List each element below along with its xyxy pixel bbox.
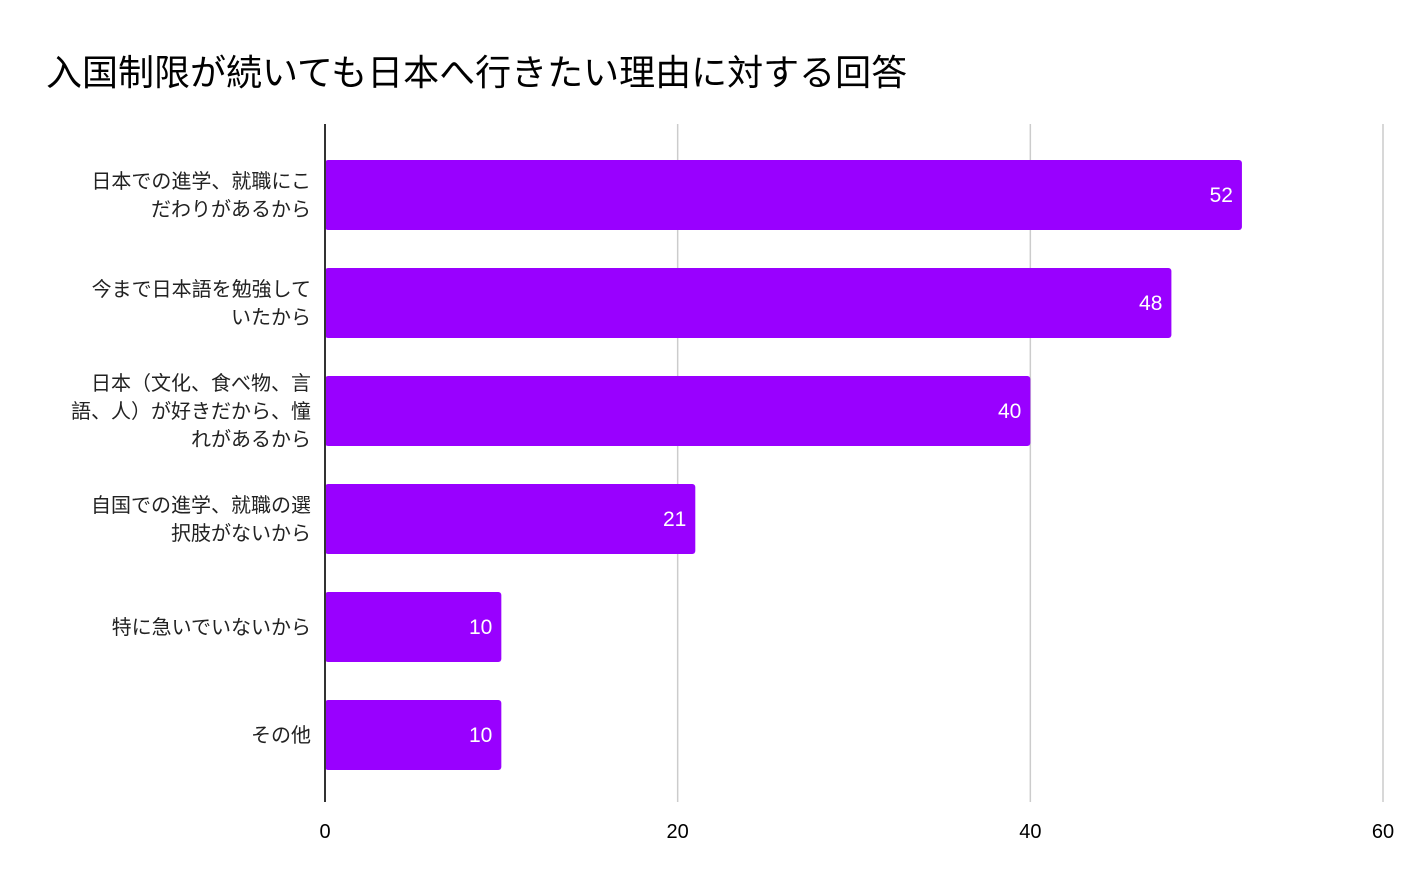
- x-tick-labels: 0 20 40 60: [319, 821, 1394, 843]
- data-label-4: 10: [469, 616, 492, 639]
- category-labels: 日本での進学、就職にこだわりがあるから今まで日本語を勉強していたから日本（文化、…: [71, 169, 311, 747]
- category-label-2: 日本（文化、食べ物、言語、人）が好きだから、憧れがあるから: [71, 371, 311, 451]
- bar-3: [325, 484, 696, 554]
- bar-2: [325, 376, 1031, 446]
- data-label-1: 48: [1139, 292, 1162, 315]
- bar-0: [325, 160, 1242, 230]
- category-label-1: 今まで日本語を勉強していたから: [92, 277, 311, 329]
- x-tick-label-2: 40: [1019, 821, 1041, 843]
- x-tick-label-3: 60: [1372, 821, 1394, 843]
- bar-1: [325, 268, 1172, 338]
- category-label-0: 日本での進学、就職にこだわりがあるから: [91, 169, 311, 221]
- bar-5: [325, 700, 502, 770]
- data-label-3: 21: [663, 508, 686, 531]
- chart-title: 入国制限が続いても日本へ行きたい理由に対する回答: [46, 53, 908, 94]
- bar-4: [325, 592, 502, 662]
- data-label-2: 40: [998, 400, 1021, 423]
- x-tick-label-0: 0: [319, 821, 330, 843]
- bars: [325, 160, 1242, 770]
- category-label-3: 自国での進学、就職の選択肢がないから: [91, 493, 311, 545]
- category-label-5: その他: [251, 723, 311, 747]
- x-tick-label-1: 20: [667, 821, 689, 843]
- data-label-5: 10: [469, 724, 492, 747]
- data-label-0: 52: [1210, 184, 1233, 207]
- data-labels: 52 48 40 21 10 10: [469, 184, 1233, 747]
- grid-lines: [676, 124, 1384, 802]
- category-label-4: 特に急いでいないから: [112, 615, 311, 639]
